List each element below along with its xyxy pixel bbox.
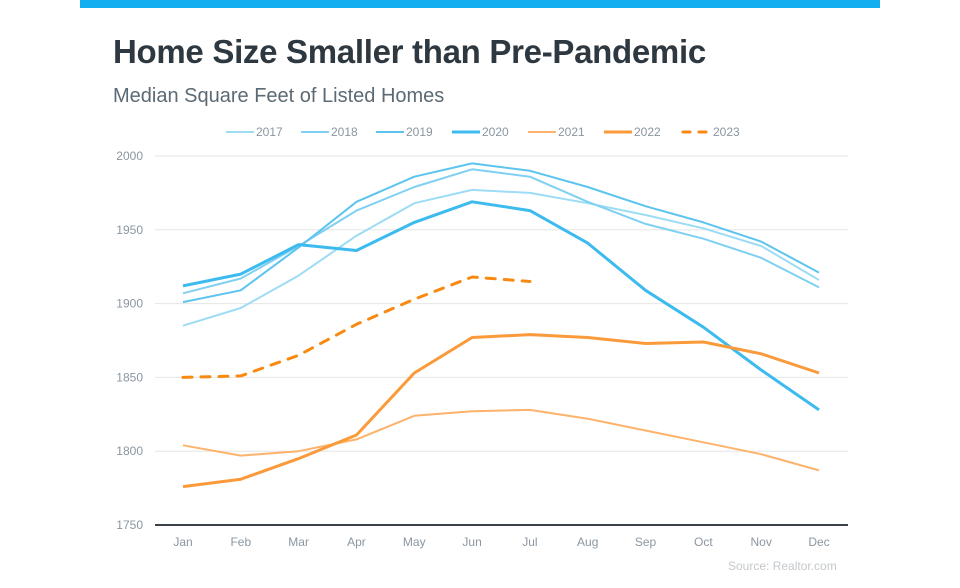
y-tick-label: 1800 [116,444,143,458]
series-line-2022 [182,333,820,489]
y-tick-label: 1950 [116,223,143,237]
x-tick-label: Jun [462,535,481,549]
x-tick-label: Dec [808,535,829,549]
x-tick-label: May [403,535,426,549]
y-tick-label: 2000 [116,149,143,163]
chart-title: Home Size Smaller than Pre-Pandemic [113,33,706,70]
x-tick-label: Sep [635,535,657,549]
legend: 2017 2018 2019 2020 2021 2022 2023 [226,125,740,139]
y-tick-label: 1750 [116,518,143,532]
legend-item-2021: 2021 [528,125,585,139]
x-tick-label: Oct [694,535,713,549]
legend-label: 2017 [256,125,283,139]
legend-item-2022: 2022 [604,125,661,139]
series-line-2019 [182,162,820,304]
legend-item-2020: 2020 [452,125,509,139]
legend-item-2019: 2019 [376,125,433,139]
legend-item-2018: 2018 [301,125,358,139]
x-tick-label: Aug [577,535,598,549]
chart-subtitle: Median Square Feet of Listed Homes [113,85,445,107]
y-tick-label: 1850 [116,370,143,384]
x-tick-label: Feb [230,535,251,549]
series-line-2023 [181,275,532,379]
y-tick-label: 1900 [116,297,143,311]
legend-item-2023: 2023 [681,125,740,139]
gridlines [155,155,848,452]
series-line-2018 [182,168,820,295]
x-tick-label: Jan [173,535,192,549]
legend-item-2017: 2017 [226,125,283,139]
series-lines [181,162,820,489]
legend-label: 2022 [634,125,661,139]
series-line-2020 [182,200,820,412]
legend-label: 2019 [406,125,433,139]
x-axis-ticks: Jan Feb Mar Apr May Jun Jul Aug Sep Oct Nov Dec [173,535,829,549]
source-note: Source: Realtor.com [728,559,837,573]
legend-label: 2021 [558,125,585,139]
legend-label: 2020 [482,125,509,139]
accent-bar [80,0,880,8]
series-line-2021 [182,408,820,472]
x-tick-label: Apr [347,535,366,549]
legend-label: 2018 [331,125,358,139]
series-line-2017 [182,188,820,327]
x-tick-label: Nov [751,535,772,549]
x-tick-label: Jul [522,535,537,549]
y-axis-ticks: 1750 1800 1850 1900 1950 2000 [116,149,143,532]
x-tick-label: Mar [288,535,309,549]
legend-label: 2023 [713,125,740,139]
